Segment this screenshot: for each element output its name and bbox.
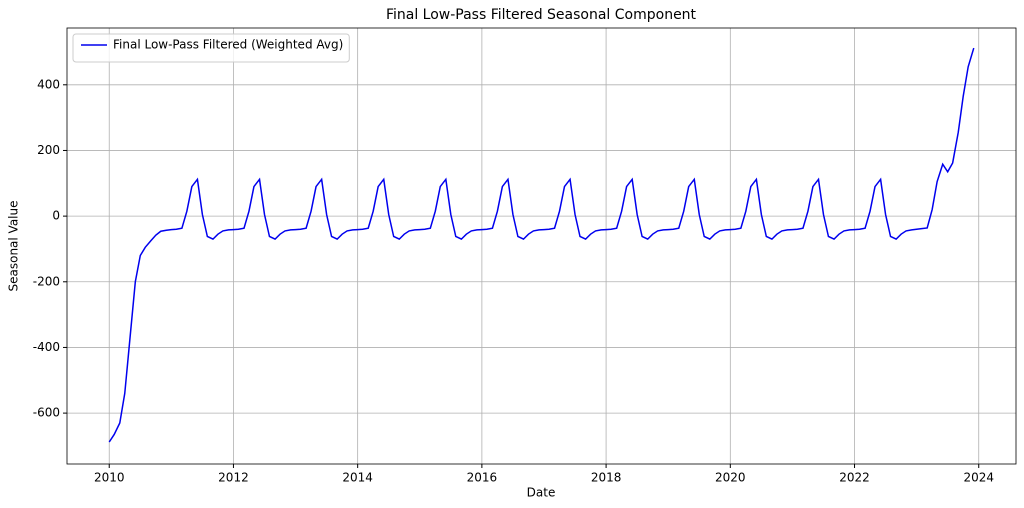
y-tick-label: -600 xyxy=(33,406,60,420)
y-tick-label: -200 xyxy=(33,274,60,288)
y-tick-label: 0 xyxy=(52,209,60,223)
legend-box xyxy=(72,33,350,63)
x-tick-label: 2024 xyxy=(963,471,994,485)
x-tick-label: 2012 xyxy=(218,471,249,485)
y-tick-label: -400 xyxy=(33,340,60,354)
x-tick-label: 2010 xyxy=(94,471,125,485)
x-tick-label: 2016 xyxy=(467,471,498,485)
x-tick-label: 2022 xyxy=(839,471,870,485)
legend-label: Final Low-Pass Filtered (Weighted Avg) xyxy=(113,38,343,52)
legend: Final Low-Pass Filtered (Weighted Avg) xyxy=(72,33,350,63)
x-axis-label: Date xyxy=(527,486,556,500)
chart-title: Final Low-Pass Filtered Seasonal Compone… xyxy=(386,7,697,23)
data-line xyxy=(108,47,975,443)
y-axis-label: Seasonal Value xyxy=(7,200,21,291)
y-tick-label: 400 xyxy=(37,77,60,91)
plot-frame xyxy=(66,27,1017,465)
y-tick-label: 200 xyxy=(37,143,60,157)
x-tick-label: 2014 xyxy=(342,471,373,485)
x-tick-label: 2018 xyxy=(591,471,622,485)
x-tick-label: 2020 xyxy=(715,471,746,485)
